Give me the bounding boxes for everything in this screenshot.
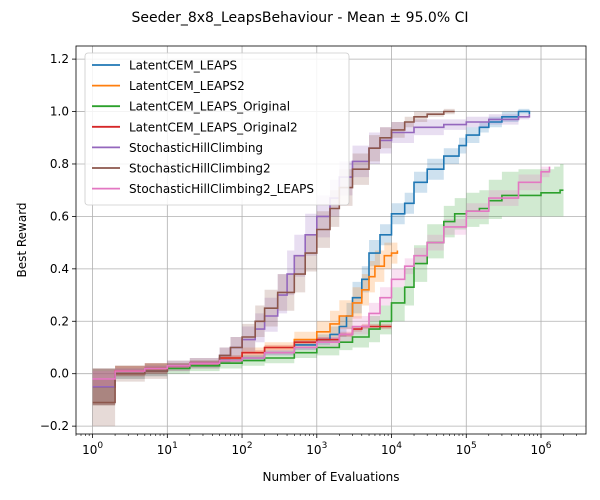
x-tick-label: 106 — [530, 441, 551, 457]
legend-label: StochasticHillClimbing2 — [129, 162, 271, 176]
legend: LatentCEM_LEAPS LatentCEM_LEAPS2 LatentCEM… — [84, 52, 350, 206]
y-tick-label: 1.2 — [50, 52, 69, 66]
ci-band — [92, 240, 398, 406]
y-tick-label: 1.0 — [50, 105, 69, 119]
legend-label: LatentCEM_LEAPS_Original — [129, 100, 290, 114]
series-line — [92, 166, 551, 380]
legend-label: StochasticHillClimbing — [129, 141, 263, 155]
legend-label: LatentCEM_LEAPS — [129, 59, 237, 73]
legend-box — [84, 52, 350, 206]
series-layer — [92, 108, 564, 427]
legend-label: LatentCEM_LEAPS_Original2 — [129, 120, 298, 134]
chart-title: Seeder_8x8_LeapsBehaviour - Mean ± 95.0%… — [132, 10, 469, 26]
x-tick-label: 105 — [456, 441, 477, 457]
x-tick-label: 100 — [82, 441, 103, 457]
axes-frame — [75, 45, 587, 435]
legend-label: LatentCEM_LEAPS2 — [129, 79, 245, 93]
x-tick-label: 103 — [306, 441, 327, 457]
x-tick-label: 104 — [381, 441, 402, 457]
y-axis-label: Best Reward — [15, 202, 29, 277]
y-tick-label: 0.0 — [50, 367, 69, 381]
y-tick-label: 0.2 — [50, 314, 69, 328]
y-tick-label: 0.4 — [50, 262, 69, 276]
ci-band — [92, 164, 564, 406]
legend-label: StochasticHillClimbing2_LEAPS — [129, 182, 314, 196]
y-tick-label: −0.2 — [40, 419, 69, 433]
x-axis-label: Number of Evaluations — [263, 470, 400, 484]
y-tick-label: 0.6 — [50, 209, 69, 223]
y-tick-label: 0.8 — [50, 157, 69, 171]
x-tick-label: 101 — [157, 441, 178, 457]
ci-band — [92, 111, 530, 406]
x-tick-label: 102 — [232, 441, 253, 457]
series-line — [92, 189, 564, 388]
